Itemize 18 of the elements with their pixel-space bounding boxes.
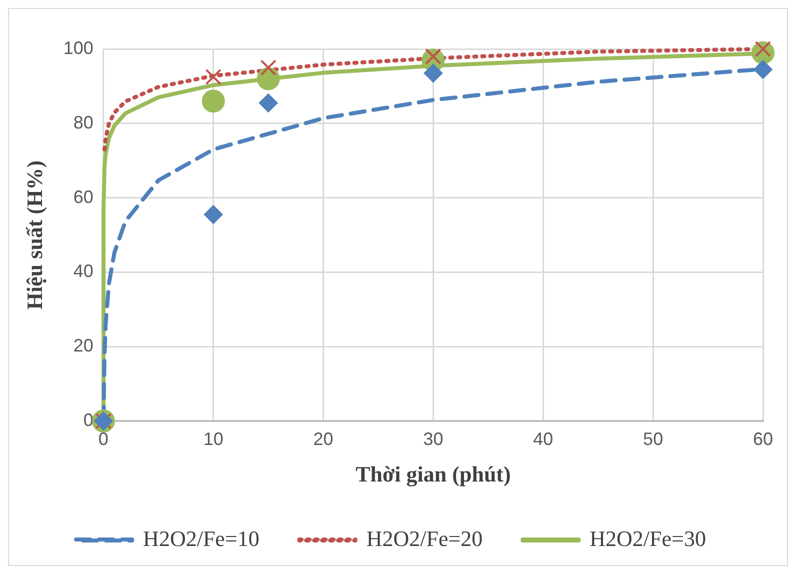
legend-label: H2O2/Fe=20 [366, 526, 483, 551]
y-tick-label: 40 [73, 261, 94, 282]
x-tick-label: 20 [313, 428, 334, 449]
y-axis-title: Hiệu suất (H%) [22, 160, 47, 310]
x-tick-label: 10 [203, 428, 224, 449]
y-tick-label: 100 [63, 38, 94, 58]
x-tick-label: 30 [423, 428, 444, 449]
legend-label: H2O2/Fe=10 [143, 526, 260, 551]
x-tick-label: 60 [752, 428, 774, 449]
x-tick-label: 40 [533, 428, 554, 449]
x-tick-label: 50 [643, 428, 664, 449]
y-tick-label: 0 [83, 410, 94, 430]
x-tick-label: 0 [98, 428, 108, 449]
y-tick-label: 20 [73, 336, 94, 356]
x-axis-title: Thời gian (phút) [356, 461, 511, 486]
y-tick-label: 80 [73, 112, 94, 132]
y-tick-label: 60 [73, 186, 94, 207]
legend-label: H2O2/Fe=30 [590, 526, 706, 551]
